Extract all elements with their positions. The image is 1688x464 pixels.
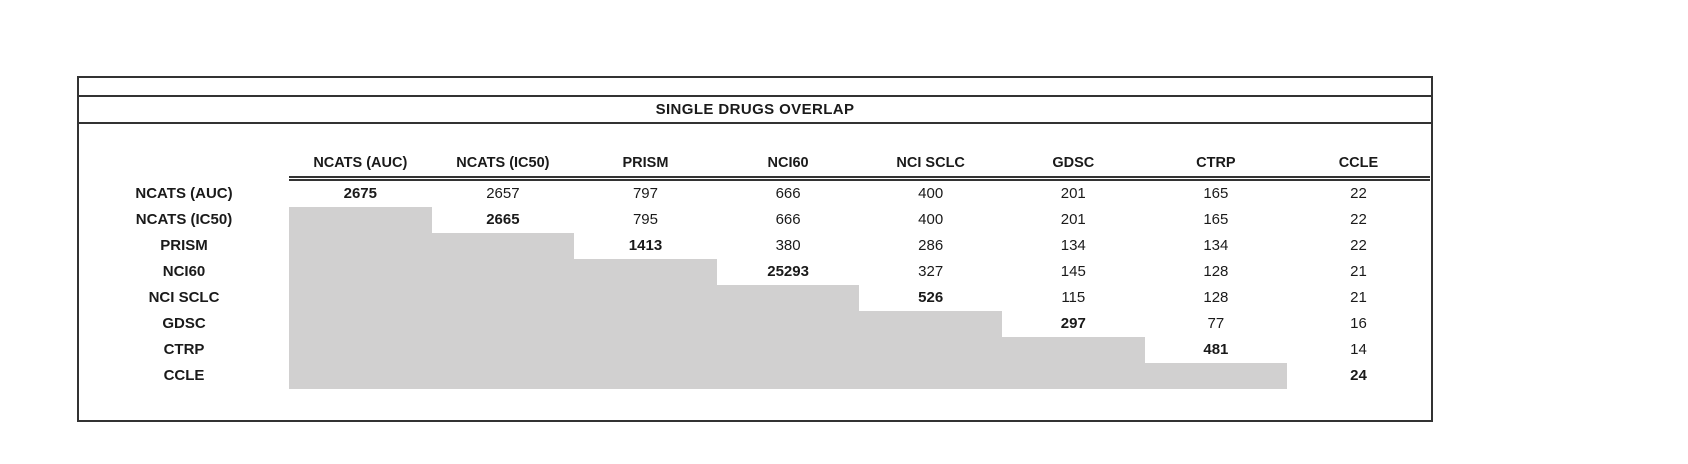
matrix-cell: 201 <box>1060 185 1086 202</box>
matrix-cell: 22 <box>1350 237 1367 254</box>
row-data-region: 25293 327 145 128 21 <box>289 259 1430 285</box>
row-label: PRISM <box>160 237 208 254</box>
matrix-cell: 25293 <box>767 263 809 280</box>
column-header: NCI SCLC <box>896 155 965 171</box>
overlap-matrix: NCATS (AUC) NCATS (IC50) PRISM NCI60 NCI SCL… <box>79 148 1431 389</box>
table-row: NCI SCLC 526 115 128 21 <box>79 285 1431 311</box>
row-label: CCLE <box>163 367 205 384</box>
shaded-region <box>289 337 1145 363</box>
row-data-region: 2665 795 666 400 201 165 22 <box>289 207 1430 233</box>
row-label: NCATS (AUC) <box>135 185 233 202</box>
table-top-strip <box>79 78 1431 97</box>
matrix-cell: 2675 <box>343 185 377 202</box>
column-header: CTRP <box>1196 155 1236 171</box>
matrix-cell: 2657 <box>486 185 520 202</box>
matrix-cell: 526 <box>918 289 944 306</box>
matrix-cell: 16 <box>1350 315 1367 332</box>
matrix-cell: 77 <box>1207 315 1225 332</box>
matrix-cell: 14 <box>1350 341 1367 358</box>
matrix-cell: 165 <box>1203 211 1229 228</box>
table-row: NCATS (AUC) 2675 2657 797 666 400 201 165 22 <box>79 181 1431 207</box>
row-label: NCI60 <box>162 263 206 280</box>
column-header: NCI60 <box>767 155 809 171</box>
matrix-cell: 21 <box>1350 263 1367 280</box>
column-header: NCATS (IC50) <box>456 155 550 171</box>
table-row: CCLE 24 <box>79 363 1431 389</box>
row-label: NCI SCLC <box>148 289 220 306</box>
column-header: GDSC <box>1052 155 1095 171</box>
shaded-region <box>289 311 1002 337</box>
matrix-cell: 134 <box>1203 237 1229 254</box>
table-title: SINGLE DRUGS OVERLAP <box>79 97 1431 124</box>
matrix-cell: 22 <box>1350 211 1367 228</box>
shaded-region <box>289 285 860 311</box>
matrix-cell: 286 <box>918 237 944 254</box>
matrix-cell: 128 <box>1203 289 1229 306</box>
matrix-cell: 400 <box>918 185 944 202</box>
matrix-cell: 24 <box>1350 367 1367 384</box>
shaded-region <box>289 207 432 233</box>
matrix-cell: 2665 <box>486 211 520 228</box>
matrix-cell: 327 <box>918 263 944 280</box>
row-data-region: 297 77 16 <box>289 311 1430 337</box>
header-region: NCATS (AUC) NCATS (IC50) PRISM NCI60 NCI SCL… <box>289 150 1430 181</box>
column-header: NCATS (AUC) <box>313 155 408 171</box>
table-row: NCATS (IC50) 2665 795 666 400 201 165 22 <box>79 207 1431 233</box>
single-drugs-overlap-table: SINGLE DRUGS OVERLAP NCATS (AUC) NCATS (I… <box>77 76 1433 422</box>
matrix-cell: 1413 <box>628 237 663 254</box>
matrix-cell: 666 <box>775 211 801 228</box>
shaded-region <box>289 233 575 259</box>
matrix-cell: 380 <box>775 237 801 254</box>
matrix-cell: 400 <box>918 211 944 228</box>
matrix-cell: 795 <box>632 211 658 228</box>
matrix-cell: 21 <box>1350 289 1367 306</box>
row-data-region: 1413 380 286 134 134 22 <box>289 233 1430 259</box>
matrix-cell: 797 <box>632 185 658 202</box>
row-label: GDSC <box>162 315 206 332</box>
row-label: NCATS (IC50) <box>135 211 233 228</box>
row-data-region: 24 <box>289 363 1430 389</box>
column-header: CCLE <box>1338 155 1379 171</box>
header-row: NCATS (AUC) NCATS (IC50) PRISM NCI60 NCI SCL… <box>79 148 1431 181</box>
matrix-cell: 134 <box>1060 237 1086 254</box>
matrix-cell: 201 <box>1060 211 1086 228</box>
column-header: PRISM <box>622 155 669 171</box>
matrix-cell: 128 <box>1203 263 1229 280</box>
table-row: NCI60 25293 327 145 128 21 <box>79 259 1431 285</box>
matrix-cell: 666 <box>775 185 801 202</box>
matrix-cell: 145 <box>1060 263 1086 280</box>
row-label: CTRP <box>163 341 205 358</box>
matrix-cell: 22 <box>1350 185 1367 202</box>
matrix-cell: 481 <box>1203 341 1229 358</box>
shaded-region <box>289 259 717 285</box>
shaded-region <box>289 363 1288 389</box>
matrix-cell: 297 <box>1060 315 1086 332</box>
table-row: GDSC 297 77 16 <box>79 311 1431 337</box>
matrix-cell: 115 <box>1061 289 1086 306</box>
table-row: CTRP 481 14 <box>79 337 1431 363</box>
matrix-cell: 165 <box>1203 185 1229 202</box>
table-row: PRISM 1413 380 286 134 134 22 <box>79 233 1431 259</box>
row-data-region: 481 14 <box>289 337 1430 363</box>
row-data-region: 526 115 128 21 <box>289 285 1430 311</box>
row-data-region: 2675 2657 797 666 400 201 165 22 <box>289 181 1430 207</box>
